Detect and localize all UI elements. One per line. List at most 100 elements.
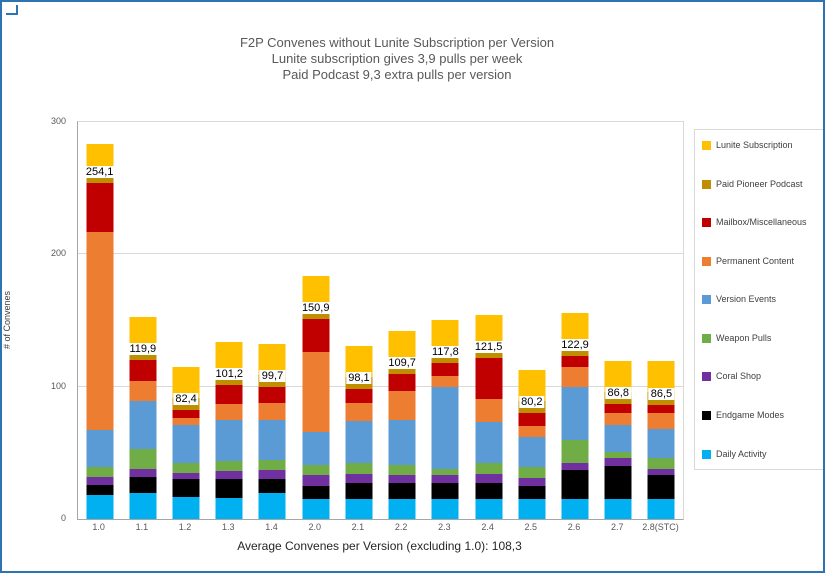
bar-segment-permanent-content: [172, 418, 200, 426]
bar-segment-version-events: [215, 419, 243, 461]
bar-segment-daily-activity: [431, 499, 459, 519]
bars-container: 254,1 119,9 82,4 101,2 99,7 150,9 98,1 109,7 117…: [78, 122, 683, 519]
bar-segment-coral-shop: [258, 470, 286, 480]
bar-segment-coral-shop: [388, 475, 416, 484]
bar-slot-2-6: 122,9: [553, 122, 596, 519]
bar-slot-2-1: 98,1: [337, 122, 380, 519]
bar-total-label: 150,9: [299, 302, 332, 315]
bar-segment-lunite-subscription: [604, 360, 632, 392]
bar-segment-mailbox-miscellaneous: [604, 404, 632, 414]
x-axis-tick-label-2-1: 2.1: [351, 522, 365, 532]
bar-total-label: 99,7: [259, 370, 286, 383]
legend-item-mailbox-miscellaneous: Mailbox/Miscellaneous: [702, 217, 816, 228]
bar-segment-daily-activity: [604, 499, 632, 519]
y-axis-tick-labels: 0 100 200 300: [32, 116, 72, 523]
bar-segment-permanent-content: [345, 402, 373, 422]
stacked-bar-2-7: [604, 360, 632, 519]
bar-segment-weapon-pulls: [518, 467, 546, 478]
bar-segment-mailbox-miscellaneous: [215, 385, 243, 404]
bar-segment-version-events: [475, 422, 503, 464]
bar-segment-coral-shop: [518, 478, 546, 486]
bar-segment-mailbox-miscellaneous: [647, 404, 675, 414]
legend-swatch-coral-shop: [702, 372, 711, 382]
chart-title-line-3: Paid Podcast 9,3 extra pulls per version: [282, 67, 512, 82]
x-axis-tick-label-2-6: 2.6: [567, 522, 581, 532]
stacked-bar-1-0: [86, 144, 114, 519]
bar-total-label: 117,8: [430, 346, 461, 359]
bar-slot-1-2: 82,4: [164, 122, 207, 519]
bar-segment-endgame-modes: [604, 466, 632, 500]
bar-segment-endgame-modes: [475, 483, 503, 500]
legend-item-daily-activity: Daily Activity: [702, 449, 816, 459]
bar-segment-coral-shop: [215, 471, 243, 480]
bar-segment-version-events: [172, 425, 200, 464]
bar-segment-coral-shop: [129, 468, 157, 477]
bar-segment-mailbox-miscellaneous: [345, 389, 373, 403]
bar-segment-daily-activity: [561, 499, 589, 519]
bar-total-label: 254,1: [83, 165, 116, 178]
bar-segment-daily-activity: [258, 492, 286, 519]
bar-slot-2-3: 117,8: [424, 122, 467, 519]
bar-segment-lunite-subscription: [388, 330, 416, 362]
bar-segment-mailbox-miscellaneous: [388, 373, 416, 391]
bar-segment-version-events: [345, 421, 373, 464]
legend-label-daily-activity: Daily Activity: [716, 448, 767, 459]
bar-segment-lunite-subscription: [172, 366, 200, 398]
bar-segment-coral-shop: [604, 458, 632, 467]
bar-segment-weapon-pulls: [302, 464, 330, 476]
bar-segment-weapon-pulls: [388, 464, 416, 476]
x-axis-tick-label-1-3: 1.3: [222, 522, 235, 532]
x-axis-tick-label-1-0: 1.0: [92, 522, 105, 532]
legend-label-mailbox-miscellaneous: Mailbox/Miscellaneous: [716, 217, 807, 228]
bar-slot-2-2: 109,7: [381, 122, 424, 519]
bar-segment-coral-shop: [302, 475, 330, 486]
bar-segment-daily-activity: [172, 496, 200, 519]
chart-title-line-1: F2P Convenes without Lunite Subscription…: [239, 35, 555, 50]
y-axis-tick-label: 300: [50, 116, 66, 126]
y-axis-tick-label: 200: [50, 248, 66, 259]
bar-segment-coral-shop: [86, 476, 114, 485]
legend-item-lunite-subscription: Lunite Subscription: [702, 140, 816, 150]
bar-segment-permanent-content: [86, 231, 114, 431]
bar-segment-endgame-modes: [258, 479, 286, 493]
bar-segment-lunite-subscription: [561, 313, 589, 345]
bar-total-label: 86,8: [605, 387, 631, 400]
x-axis-tick-labels: 1.0 1.1 1.2 1.3 1.4 2.0 2.1 2.2 2.3 2.4 2.5 2.6 2.7 2…: [77, 522, 682, 532]
x-axis-tick-label-1-1: 1.1: [135, 522, 149, 532]
legend-item-endgame-modes: Endgame Modes: [702, 410, 816, 421]
bar-segment-daily-activity: [388, 499, 416, 519]
bar-slot-2-8-stc: 86,5: [640, 122, 683, 519]
bar-segment-endgame-modes: [172, 479, 200, 497]
bar-segment-lunite-subscription: [647, 361, 675, 393]
chart-title: F2P Convenes without Lunite Subscription…: [92, 35, 702, 83]
bar-segment-permanent-content: [129, 381, 157, 402]
bar-segment-weapon-pulls: [431, 468, 459, 476]
bar-segment-version-events: [518, 437, 546, 468]
bar-segment-lunite-subscription: [302, 276, 330, 308]
bar-slot-2-5: 80,2: [510, 122, 553, 519]
bar-segment-weapon-pulls: [604, 451, 632, 459]
legend-label-lunite-subscription: Lunite Subscription: [716, 140, 793, 150]
bar-total-label: 86,5: [648, 387, 675, 400]
legend-swatch-endgame-modes: [702, 411, 711, 421]
legend: Lunite Subscription Paid Pioneer Podcast M…: [694, 129, 823, 470]
bar-segment-permanent-content: [475, 398, 503, 423]
stacked-bar-2-5: [518, 369, 546, 519]
bar-slot-1-3: 101,2: [208, 122, 251, 519]
bar-segment-weapon-pulls: [258, 459, 286, 471]
legend-label-permanent-content: Permanent Content: [716, 255, 795, 266]
bar-segment-endgame-modes: [215, 479, 243, 498]
legend-swatch-weapon-pulls: [702, 333, 711, 343]
bar-total-label: 80,2: [519, 395, 545, 408]
bar-segment-permanent-content: [518, 426, 546, 437]
x-axis-tick-label-2-5: 2.5: [524, 522, 538, 532]
bar-segment-lunite-subscription: [518, 369, 546, 401]
stacked-bar-1-1: [129, 317, 157, 519]
bar-slot-1-4: 99,7: [251, 122, 294, 519]
bar-total-label: 121,5: [472, 341, 505, 354]
y-axis-title: # of Convenes: [2, 290, 12, 349]
bar-segment-version-events: [388, 419, 416, 465]
gridline-200: [78, 253, 683, 255]
x-axis-tick-label-1-2: 1.2: [178, 522, 192, 532]
stacked-bar-2-8-stc: [647, 361, 675, 519]
